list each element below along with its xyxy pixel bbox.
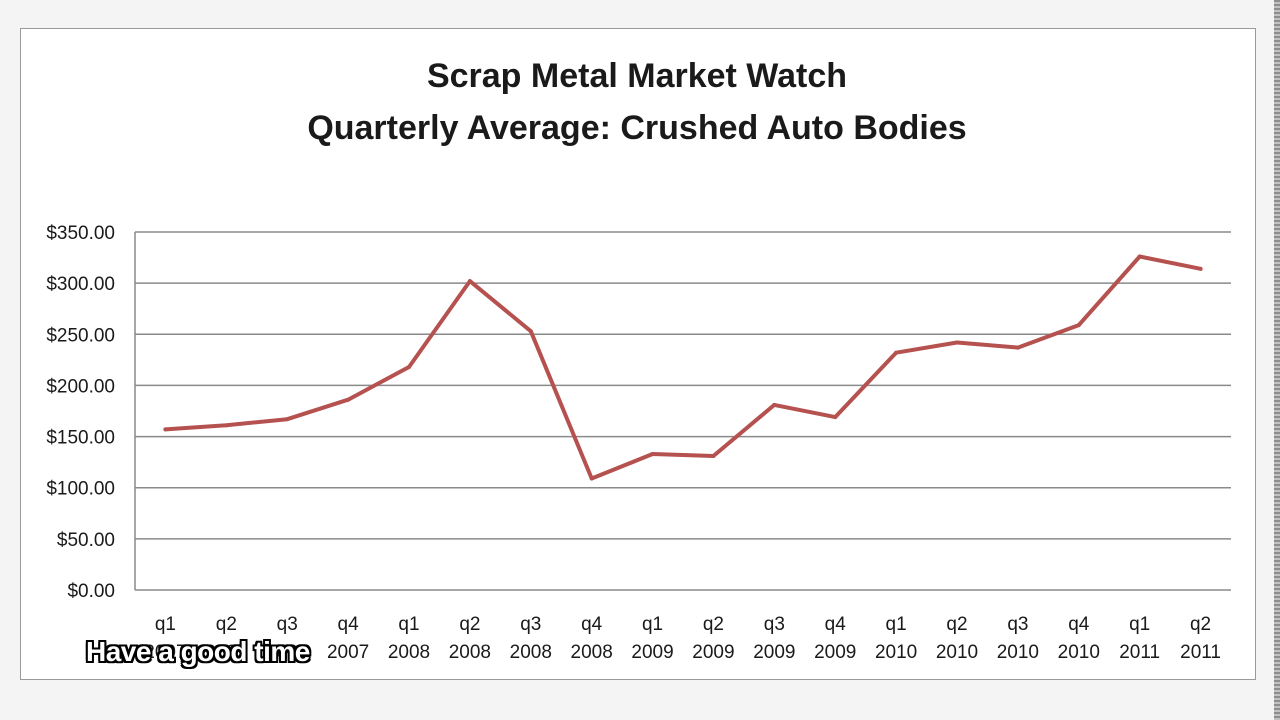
series-line bbox=[163, 254, 1203, 481]
line-chart: Scrap Metal Market Watch Quarterly Avera… bbox=[46, 57, 1231, 663]
x-tick-label-year: 2008 bbox=[449, 642, 491, 663]
x-tick-label-quarter: q2 bbox=[946, 614, 967, 635]
data-point bbox=[346, 397, 351, 402]
scroll-edge bbox=[1274, 0, 1280, 720]
data-point bbox=[955, 340, 959, 345]
x-tick-label-year: 2007 bbox=[144, 642, 186, 663]
data-point bbox=[407, 365, 411, 370]
x-tick-label-year: 2009 bbox=[692, 642, 734, 663]
y-tick-label: $0.00 bbox=[67, 581, 115, 602]
x-tick-label-quarter: q4 bbox=[338, 614, 360, 635]
data-point bbox=[894, 350, 899, 355]
data-point bbox=[224, 423, 229, 428]
x-tick-label-quarter: q3 bbox=[1007, 614, 1028, 635]
x-tick-label-quarter: q4 bbox=[1068, 614, 1090, 635]
x-tick-label-year: 2008 bbox=[510, 642, 552, 663]
x-tick-label-year: 2007 bbox=[266, 642, 308, 663]
x-tick-label-year: 2008 bbox=[571, 642, 613, 663]
y-axis-ticks: $0.00 $50.00 $100.00 $150.00 $200.00 $250.00 $… bbox=[46, 223, 115, 602]
x-tick-label-year: 2009 bbox=[814, 642, 856, 663]
x-tick-label-year: 2008 bbox=[388, 642, 430, 663]
gridlines bbox=[134, 231, 1231, 591]
data-point bbox=[528, 329, 533, 334]
x-tick-label-year: 2010 bbox=[997, 642, 1039, 663]
x-tick-label-year: 2007 bbox=[327, 642, 369, 663]
chart-panel: Scrap Metal Market Watch Quarterly Avera… bbox=[20, 28, 1256, 680]
y-tick-label: $350.00 bbox=[46, 223, 115, 244]
y-tick-label: $50.00 bbox=[57, 530, 115, 551]
x-tick-label-quarter: q2 bbox=[459, 614, 480, 635]
x-tick-label-quarter: q2 bbox=[216, 614, 237, 635]
data-point bbox=[163, 427, 168, 432]
x-tick-label-quarter: q1 bbox=[642, 614, 663, 635]
y-tick-label: $250.00 bbox=[46, 325, 115, 346]
x-tick-label-quarter: q1 bbox=[886, 614, 907, 635]
x-tick-label-quarter: q1 bbox=[1129, 614, 1150, 635]
x-tick-label-year: 2010 bbox=[936, 642, 978, 663]
video-caption: Have a good time bbox=[86, 636, 310, 667]
x-tick-label-quarter: q4 bbox=[581, 614, 603, 635]
chart-subtitle: Quarterly Average: Crushed Auto Bodies bbox=[307, 109, 966, 147]
data-point bbox=[589, 476, 594, 481]
y-tick-label: $300.00 bbox=[46, 274, 115, 295]
data-point bbox=[1198, 266, 1203, 271]
x-tick-label-quarter: q3 bbox=[277, 614, 298, 635]
x-tick-label-year: 2011 bbox=[1180, 642, 1221, 663]
data-point bbox=[711, 454, 716, 459]
x-tick-label-year: 2011 bbox=[1119, 642, 1160, 663]
series-layer bbox=[163, 254, 1203, 481]
x-tick-label-year: 2009 bbox=[753, 642, 795, 663]
x-tick-label-quarter: q2 bbox=[703, 614, 724, 635]
data-point bbox=[467, 279, 472, 284]
x-tick-label-quarter: q2 bbox=[1190, 614, 1211, 635]
data-point bbox=[772, 402, 777, 407]
data-point bbox=[285, 417, 290, 422]
x-tick-label-quarter: q3 bbox=[520, 614, 541, 635]
x-tick-label-quarter: q3 bbox=[764, 614, 785, 635]
data-point bbox=[1015, 345, 1020, 350]
x-tick-label-year: 2010 bbox=[1058, 642, 1100, 663]
data-point bbox=[1137, 254, 1142, 259]
x-tick-label-year: 2009 bbox=[631, 642, 673, 663]
x-tick-label-quarter: q1 bbox=[398, 614, 419, 635]
y-tick-label: $150.00 bbox=[46, 428, 115, 449]
data-point bbox=[1076, 323, 1081, 328]
chart-title: Scrap Metal Market Watch bbox=[427, 57, 847, 95]
x-axis-ticks: q1 2007 q2 2007 q3 2007 q4 2007 q1 2008 q2 2008 q3 20… bbox=[144, 614, 1221, 663]
y-tick-label: $100.00 bbox=[46, 479, 115, 500]
data-point bbox=[833, 415, 838, 420]
x-tick-label-quarter: q4 bbox=[825, 614, 847, 635]
x-tick-label-year: 2010 bbox=[875, 642, 917, 663]
data-point bbox=[650, 451, 655, 456]
x-tick-label-year: 2007 bbox=[205, 642, 247, 663]
x-tick-label-quarter: q1 bbox=[155, 614, 176, 635]
y-tick-label: $200.00 bbox=[46, 376, 115, 397]
